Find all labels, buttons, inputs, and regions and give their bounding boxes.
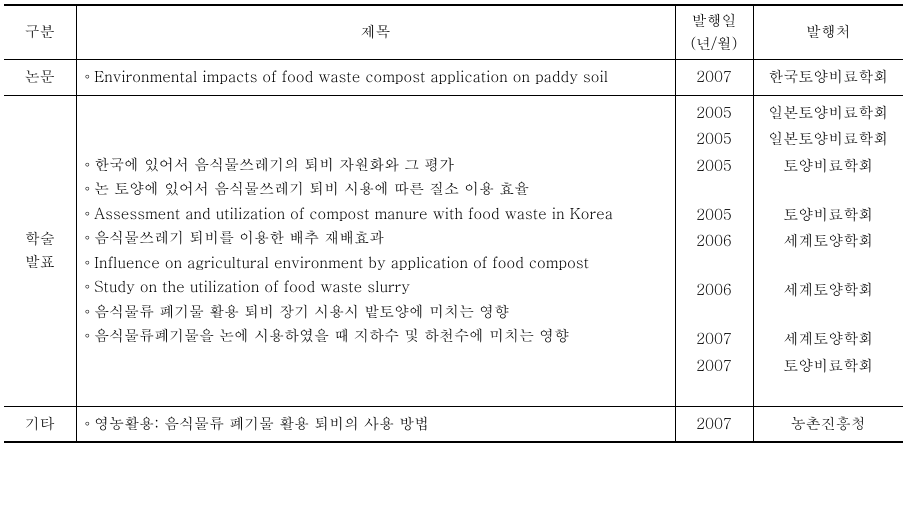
publisher-value: 토양비료학회 xyxy=(762,153,896,202)
bullet-icon: ◦ xyxy=(85,66,91,89)
date-cell: 20052005200520052006200620072007 xyxy=(675,95,753,406)
title-item: ◦음식물류 폐기물 활용 퇴비 장기 시용시 밭토양에 미치는 영향 xyxy=(85,301,667,324)
header-publisher: 발행처 xyxy=(753,5,903,60)
bullet-icon: ◦ xyxy=(85,301,91,324)
date-value: 2007 xyxy=(684,326,745,353)
title-item: ◦Study on the utilization of food waste … xyxy=(85,276,667,299)
title-text: 음식물쓰레기 퇴비를 이용한 배추 재배효과 xyxy=(94,227,384,250)
publisher-value: 세계토양학회 xyxy=(762,326,896,353)
title-text: 음식물류폐기물을 논에 시용하였을 때 지하수 및 하천수에 미치는 영향 xyxy=(94,325,569,348)
date-value: 2005 xyxy=(684,153,745,202)
bullet-icon: ◦ xyxy=(85,276,91,299)
bullet-icon: ◦ xyxy=(85,154,91,177)
bullet-icon: ◦ xyxy=(85,413,91,436)
category-cell: 학술 발표 xyxy=(4,95,76,406)
bullet-icon: ◦ xyxy=(85,203,91,226)
title-cell: ◦영농활용: 음식물류 폐기물 활용 퇴비의 사용 방법 xyxy=(76,406,675,442)
title-item: ◦한국에 있어서 음식물쓰레기의 퇴비 자원화와 그 평가 xyxy=(85,154,667,177)
date-value: 2005 xyxy=(684,100,745,127)
header-category: 구분 xyxy=(4,5,76,60)
bullet-icon: ◦ xyxy=(85,227,91,250)
title-item: ◦Influence on agricultural environment b… xyxy=(85,252,667,275)
title-item: ◦영농활용: 음식물류 폐기물 활용 퇴비의 사용 방법 xyxy=(85,413,667,436)
header-row: 구분 제목 발행일 (년/월) 발행처 xyxy=(4,5,903,60)
title-text: Assessment and utilization of compost ma… xyxy=(94,203,613,226)
publisher-value: 일본토양비료학회 xyxy=(762,100,896,127)
title-item: ◦음식물쓰레기 퇴비를 이용한 배추 재배효과 xyxy=(85,227,667,250)
header-date: 발행일 (년/월) xyxy=(675,5,753,60)
title-text: Influence on agricultural environment by… xyxy=(94,252,589,275)
category-cell: 기타 xyxy=(4,406,76,442)
title-text: 영농활용: 음식물류 폐기물 활용 퇴비의 사용 방법 xyxy=(94,413,429,436)
title-text: 음식물류 폐기물 활용 퇴비 장기 시용시 밭토양에 미치는 영향 xyxy=(94,301,509,324)
title-item: ◦음식물류폐기물을 논에 시용하였을 때 지하수 및 하천수에 미치는 영향 xyxy=(85,325,667,348)
title-text: Environmental impacts of food waste comp… xyxy=(94,66,608,89)
publisher-cell: 한국토양비료학회 xyxy=(753,60,903,96)
title-text: Study on the utilization of food waste s… xyxy=(94,276,410,299)
title-cell: ◦Environmental impacts of food waste com… xyxy=(76,60,675,96)
header-title: 제목 xyxy=(76,5,675,60)
date-cell: 2007 xyxy=(675,406,753,442)
title-item: ◦논 토양에 있어서 음식물쓰레기 퇴비 시용에 따른 질소 이용 효율 xyxy=(85,178,667,201)
table-row: 기타 ◦영농활용: 음식물류 폐기물 활용 퇴비의 사용 방법 2007농촌진흥청 xyxy=(4,406,903,442)
publisher-cell: 일본토양비료학회일본토양비료학회토양비료학회토양비료학회세계토양학회세계토양학회… xyxy=(753,95,903,406)
date-cell: 2007 xyxy=(675,60,753,96)
publisher-value: 세계토양학회 xyxy=(762,228,896,277)
date-value: 2007 xyxy=(684,353,745,402)
category-cell: 논문 xyxy=(4,60,76,96)
bullet-icon: ◦ xyxy=(85,178,91,201)
date-value: 2006 xyxy=(684,277,745,326)
bullet-icon: ◦ xyxy=(85,252,91,275)
title-text: 한국에 있어서 음식물쓰레기의 퇴비 자원화와 그 평가 xyxy=(94,154,454,177)
table-row: 논문 ◦Environmental impacts of food waste c… xyxy=(4,60,903,96)
publisher-value: 토양비료학회 xyxy=(762,202,896,229)
publisher-value: 일본토양비료학회 xyxy=(762,126,896,153)
title-cell: ◦한국에 있어서 음식물쓰레기의 퇴비 자원화와 그 평가◦논 토양에 있어서 … xyxy=(76,95,675,406)
date-value: 2005 xyxy=(684,126,745,153)
bullet-icon: ◦ xyxy=(85,325,91,348)
title-item: ◦Assessment and utilization of compost m… xyxy=(85,203,667,226)
publisher-value: 토양비료학회 xyxy=(762,353,896,402)
publisher-cell: 농촌진흥청 xyxy=(753,406,903,442)
date-value: 2005 xyxy=(684,202,745,229)
publisher-value: 세계토양학회 xyxy=(762,277,896,326)
date-value: 2006 xyxy=(684,228,745,277)
table-row: 학술 발표◦한국에 있어서 음식물쓰레기의 퇴비 자원화와 그 평가◦논 토양에… xyxy=(4,95,903,406)
title-text: 논 토양에 있어서 음식물쓰레기 퇴비 시용에 따른 질소 이용 효율 xyxy=(94,178,529,201)
title-item: ◦Environmental impacts of food waste com… xyxy=(85,66,667,89)
publications-table: 구분 제목 발행일 (년/월) 발행처 논문◦Environmental imp… xyxy=(4,4,903,443)
